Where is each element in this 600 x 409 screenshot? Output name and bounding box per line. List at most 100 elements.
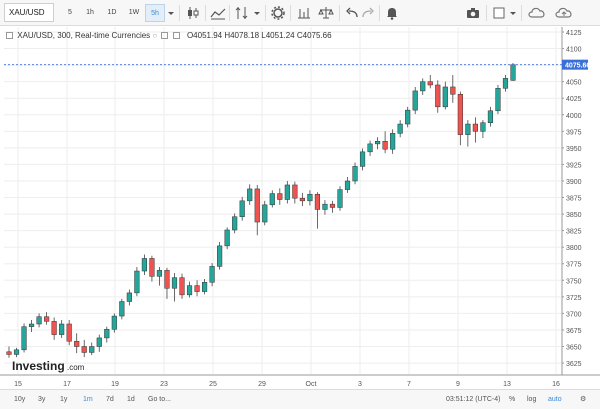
candle [156,267,163,286]
legend-delete-icon[interactable] [172,32,180,39]
utc-clock[interactable]: 03:51:12 (UTC-4) [446,396,501,403]
y-tick-label: 3825 [566,229,582,236]
x-tick-label: 13 [503,381,511,388]
collapse-icon[interactable] [6,32,13,39]
bottom-toolbar: 10y 3y 1y 1m 7d 1d Go to... 03:51:12 (UT… [0,389,600,409]
compare-icon[interactable] [295,4,313,22]
goto-date-button[interactable]: Go to... [148,396,171,403]
candle-body [186,285,193,296]
camera-snapshot-icon[interactable] [464,4,482,22]
alert-bell-icon[interactable] [383,4,401,22]
candle-body [292,184,298,199]
interval-1d-button[interactable]: 1D [107,9,117,16]
candle-body [89,346,95,353]
indicators-icon[interactable] [209,4,227,22]
candle-body [13,349,20,355]
fullscreen-square-icon[interactable] [490,4,508,22]
settings-gear-icon[interactable] [269,4,287,22]
candle-body [134,270,140,294]
interval-1h-button[interactable]: 1h [86,9,94,16]
candle-body [96,337,102,347]
balance-scale-icon[interactable] [317,4,335,22]
candle [262,200,268,226]
candle-body [352,166,358,182]
candle-body [465,123,471,135]
candle [194,280,200,297]
candle [502,75,509,92]
candle-body [412,90,418,111]
log-scale-toggle[interactable]: log [527,396,537,403]
range-1d-button[interactable]: 1d [127,396,135,403]
y-tick-label: 3975 [566,129,582,136]
drawing-dropdown-icon[interactable] [252,4,262,22]
candle [457,91,463,146]
candle-body [382,141,388,150]
cloud-save-icon[interactable] [526,4,548,22]
range-10y-button[interactable]: 10y [14,396,26,403]
y-tick-label: 3775 [566,262,582,269]
symbol-search-input[interactable]: XAU/USD [4,3,54,22]
x-tick-label: 9 [456,381,460,388]
price-chart[interactable]: 3625365036753700372537503775380038253850… [0,27,600,389]
interval-1w-button[interactable]: 1W [128,9,140,16]
percent-scale-toggle[interactable]: % [509,396,516,403]
interval-dropdown-icon[interactable] [166,4,176,22]
candle-body [314,193,320,210]
candle [171,273,178,302]
candle [480,120,486,138]
candle-body [202,282,208,292]
candle [284,180,290,204]
cloud-upload-icon[interactable] [553,4,575,22]
candle [322,200,328,215]
range-7d-button[interactable]: 7d [106,396,114,403]
candle-body [119,301,125,317]
candle-body [6,351,12,355]
x-tick-label: 7 [407,381,411,388]
candle [367,140,373,156]
candle-body [359,151,366,167]
candles-icon[interactable] [184,4,202,22]
x-tick-label: 3 [358,381,362,388]
candle-body [164,270,170,289]
x-tick-label: 29 [258,381,266,388]
interval-5min-button[interactable]: 5 [68,9,72,16]
candle [329,200,336,213]
candle [119,298,125,320]
candle [390,129,396,154]
candle [149,255,155,282]
candle [510,63,516,81]
redo-icon[interactable] [359,4,377,22]
candle [269,190,275,208]
range-3y-button[interactable]: 3y [38,396,46,403]
drawing-tools-icon[interactable] [233,4,251,22]
auto-scale-toggle[interactable]: auto [548,396,562,403]
candle-body [337,189,343,208]
candle [239,196,245,221]
candle-body [442,86,448,108]
legend-visibility-icon[interactable] [161,32,169,39]
y-tick-label: 3625 [566,361,582,368]
candle-body [322,203,328,210]
candle-body [179,277,185,296]
candle [299,192,305,207]
y-tick-label: 3725 [566,295,582,302]
y-tick-label: 4100 [566,47,582,54]
interval-5h-button[interactable]: 5h [145,4,165,22]
x-tick-label: 17 [63,381,71,388]
candle-body [126,292,132,302]
undo-icon[interactable] [343,4,361,22]
y-tick-label: 3750 [566,278,582,285]
candle [442,81,448,110]
layout-dropdown-icon[interactable] [508,4,518,22]
candle [344,177,351,193]
range-1y-button[interactable]: 1y [60,396,68,403]
x-tick-label: 25 [209,381,217,388]
legend-settings-icon[interactable]: ○ [152,31,158,40]
candle [141,254,147,276]
candle [59,320,65,338]
settings-gear-icon[interactable]: ⚙ [580,396,587,403]
candle [104,326,110,343]
candle-body [457,93,463,135]
investing-logo-suffix: .com [67,363,85,372]
range-1m-button[interactable]: 1m [83,396,93,403]
